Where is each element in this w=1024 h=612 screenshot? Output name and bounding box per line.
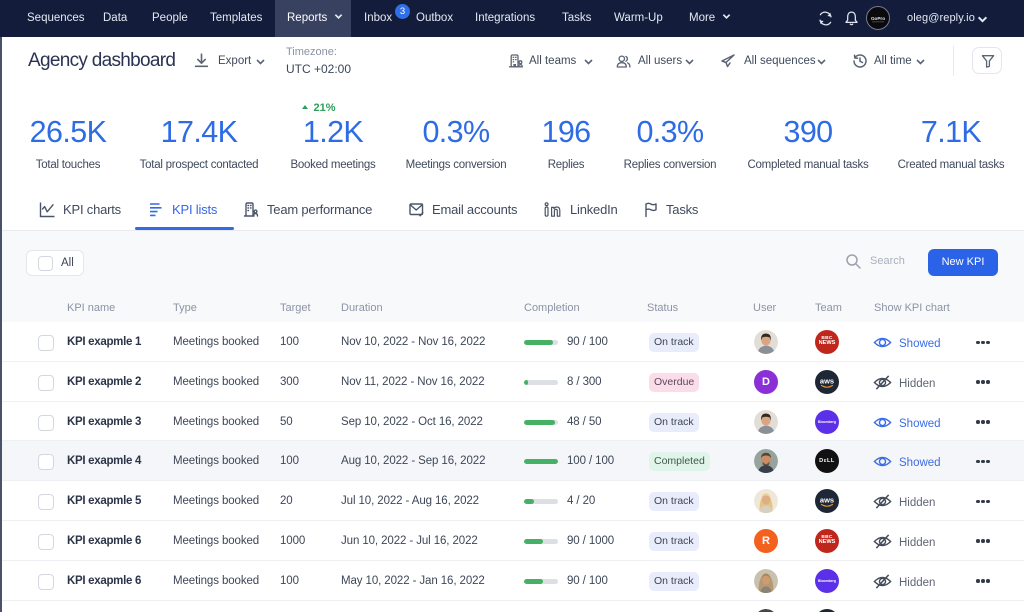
svg-text:GoPro: GoPro <box>871 16 885 21</box>
svg-text:aws: aws <box>820 376 834 385</box>
svg-text:aws: aws <box>820 496 834 505</box>
